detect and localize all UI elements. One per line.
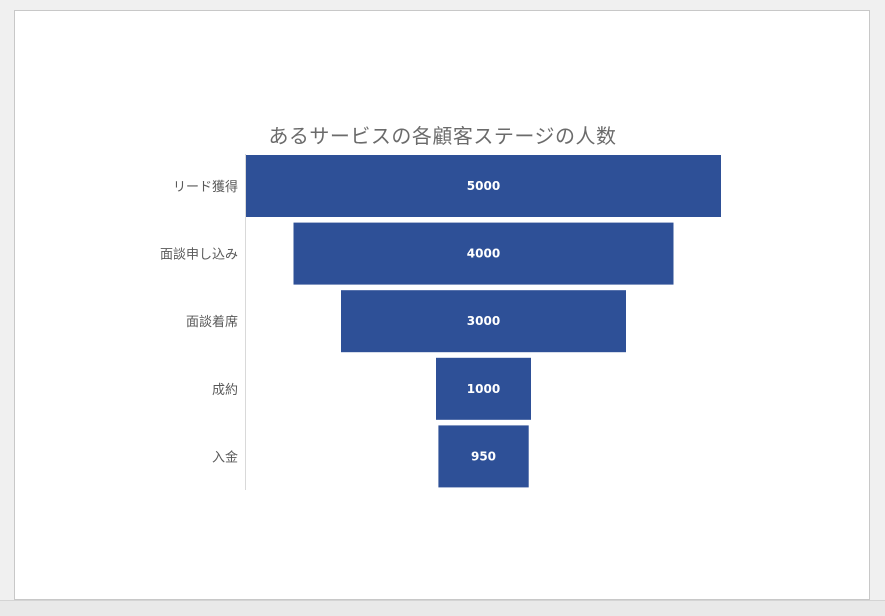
category-label: リード獲得	[173, 179, 238, 195]
funnel-bar	[341, 290, 626, 353]
data-label: 4000	[467, 247, 500, 261]
data-label: 950	[471, 449, 496, 463]
data-label: 3000	[467, 314, 500, 328]
data-label: 5000	[467, 179, 500, 193]
category-label: 入金	[212, 449, 238, 465]
funnel-bar	[246, 155, 721, 217]
chart-title: あるサービスの各顧客ステージの人数	[268, 124, 617, 148]
category-label: 面談着席	[186, 314, 238, 330]
data-label: 1000	[467, 382, 500, 396]
bottom-scroll-area	[0, 600, 885, 616]
funnel-bar	[438, 425, 529, 488]
funnel-bar	[436, 357, 531, 420]
category-label: 面談申し込み	[160, 247, 238, 263]
funnel-bar	[293, 222, 674, 285]
category-label: 成約	[212, 383, 238, 398]
